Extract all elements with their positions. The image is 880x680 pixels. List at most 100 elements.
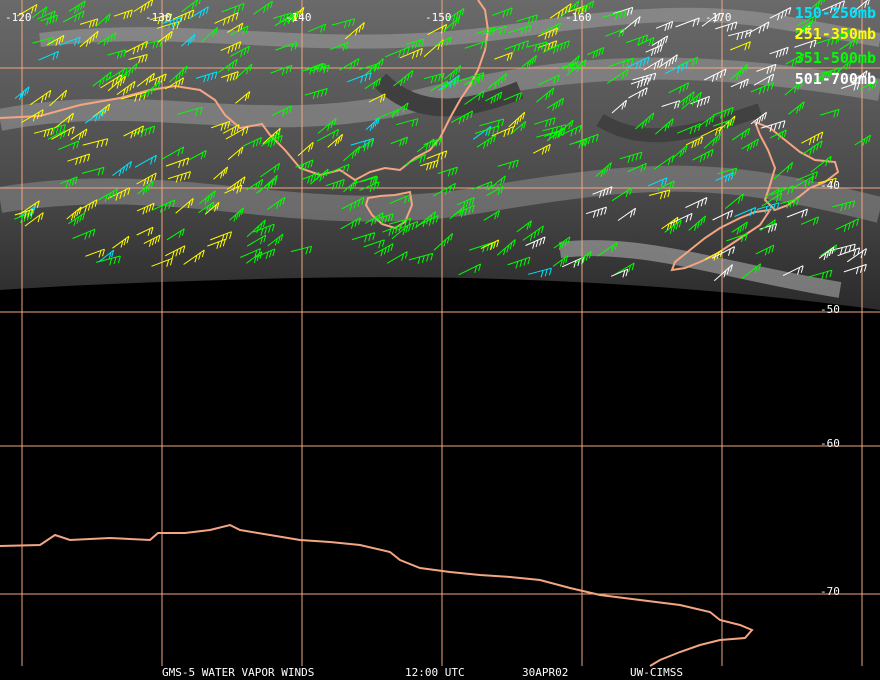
wind-barb (375, 213, 394, 224)
wind-barb (136, 202, 155, 215)
wind-barb (275, 42, 298, 52)
wind-barb (537, 40, 558, 52)
wind-barb (611, 187, 633, 202)
wind-barb (668, 82, 690, 94)
wind-barb (821, 0, 846, 14)
wind-barb (655, 20, 674, 32)
wind-barb (54, 112, 74, 129)
wind-barb (592, 186, 613, 198)
wind-barb (841, 81, 860, 91)
lon-label-150: -150 (425, 11, 452, 24)
wind-barb (198, 201, 215, 214)
wind-barb (59, 36, 81, 46)
wind-barb (167, 171, 191, 183)
wind-barb (325, 163, 350, 175)
wind-barb (755, 244, 775, 256)
wind-barb (305, 63, 326, 73)
wind-barb (374, 108, 400, 120)
wind-barb (128, 54, 148, 64)
wind-barb (134, 154, 157, 168)
nz-north-island-coast (753, 120, 840, 212)
wind-barb (169, 65, 188, 83)
wind-barb (801, 131, 824, 146)
legend-501-700mb: 501-700mb (794, 70, 876, 88)
wind-barb (761, 192, 783, 207)
wind-barb (536, 87, 555, 103)
wind-barb (533, 143, 551, 155)
wind-barb (84, 109, 105, 124)
wind-barb (49, 89, 68, 107)
wind-barb (386, 251, 408, 264)
wind-barb (415, 211, 437, 228)
wind-barb (271, 105, 293, 117)
wind-barb (353, 139, 374, 153)
wind-barb (151, 199, 176, 213)
wind-barb (16, 4, 38, 17)
wind-barb (226, 176, 246, 191)
wind-barb (482, 25, 507, 35)
wind-barb (637, 36, 655, 47)
wind-barb (225, 126, 249, 140)
wind-barb (496, 239, 516, 256)
wind-barb (408, 252, 434, 265)
wind-barb (508, 111, 526, 128)
wind-barb (483, 210, 500, 221)
wind-barb (164, 245, 186, 259)
wind-barb (253, 223, 275, 236)
wind-barb (630, 77, 650, 89)
wind-barb (316, 128, 340, 142)
wind-barb (157, 30, 173, 43)
wind-barb (189, 150, 207, 161)
wind-barb (643, 58, 664, 71)
wind-barb (734, 207, 757, 217)
wind-barb (464, 40, 488, 50)
wind-barb (764, 186, 783, 198)
wind-barb (327, 133, 344, 148)
wind-barb (657, 180, 675, 190)
wind-barb (627, 162, 647, 173)
wind-barb (480, 239, 500, 251)
wind-barb (210, 231, 232, 242)
wind-barb (671, 144, 688, 159)
wind-barb (516, 14, 538, 25)
wind-barb (183, 249, 205, 265)
wind-barb (797, 14, 818, 26)
wind-barb (389, 194, 411, 204)
wind-barb (224, 184, 243, 194)
wind-barb (230, 25, 249, 36)
wind-barb (549, 3, 572, 19)
wind-barb (730, 64, 748, 80)
wind-barb (261, 131, 281, 147)
wind-barb (340, 217, 361, 230)
wind-barb (106, 66, 128, 81)
wind-barb (33, 127, 54, 138)
wind-barb (664, 219, 682, 234)
wind-barb (51, 126, 75, 140)
wind-barb (165, 157, 190, 169)
wind-barb (444, 65, 462, 81)
wind-barb (260, 162, 281, 178)
wind-barb (632, 72, 657, 84)
wind-barb (166, 228, 185, 241)
wind-barb (854, 134, 872, 146)
wind-barb (325, 179, 345, 190)
wind-barb (731, 221, 748, 235)
wind-barb (788, 101, 805, 115)
footer-caption: GMS-5 WATER VAPOR WINDS 12:00 UTC 30APR0… (0, 666, 880, 680)
wind-barb (60, 176, 78, 188)
wind-barb (843, 263, 867, 275)
wind-barb (437, 166, 458, 177)
wind-barb (715, 172, 734, 183)
wind-barb (148, 73, 167, 86)
wind-barb (368, 93, 386, 103)
wind-barb (479, 118, 505, 128)
wind-barb (860, 80, 878, 91)
wind-barb (195, 71, 218, 83)
wind-barb (553, 236, 571, 251)
wind-barb (364, 212, 384, 226)
wind-barb (404, 154, 426, 166)
wind-barb (628, 87, 648, 99)
wind-barb (140, 80, 161, 99)
wind-barb (595, 162, 612, 178)
wind-barb (567, 4, 588, 17)
